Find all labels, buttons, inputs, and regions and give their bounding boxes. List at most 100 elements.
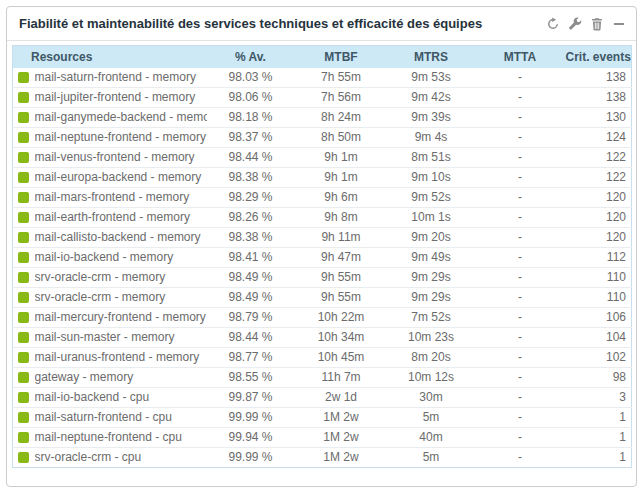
table-row[interactable]: mail-io-backend - cpu 99.87 % 2w 1d 30m …: [13, 387, 632, 407]
table-row[interactable]: srv-oracle-crm - memory 98.49 % 9h 55m 9…: [13, 267, 632, 287]
column-header-mtbf[interactable]: MTBF: [295, 46, 388, 68]
refresh-icon[interactable]: [546, 17, 560, 31]
table-row[interactable]: mail-saturn-frontend - memory 98.03 % 7h…: [13, 68, 632, 88]
mtta-value: -: [475, 187, 566, 207]
column-header-mtrs[interactable]: MTRS: [388, 46, 475, 68]
mtrs-value: 9m 42s: [388, 87, 475, 107]
resource-name: mail-sun-master - memory: [35, 327, 207, 347]
resource-name: mail-uranus-frontend - memory: [35, 347, 207, 367]
wrench-icon[interactable]: [568, 17, 582, 31]
table-row[interactable]: mail-neptune-frontend - memory 98.37 % 8…: [13, 127, 632, 147]
status-ok-icon: [18, 412, 29, 423]
mtbf-value: 9h 1m: [295, 167, 388, 187]
resource-name: mail-ganymede-backend - memory: [35, 107, 207, 127]
mtbf-value: 10h 34m: [295, 327, 388, 347]
column-header-availability[interactable]: % Av.: [207, 46, 295, 68]
table-header-row: Resources % Av. MTBF MTRS MTTA Crit. eve…: [13, 46, 632, 68]
resource-name: mail-neptune-frontend - cpu: [35, 427, 207, 447]
status-cell: [13, 227, 35, 247]
status-cell: [13, 367, 35, 387]
resource-name: mail-neptune-frontend - memory: [35, 127, 207, 147]
table-row[interactable]: gateway - memory 98.55 % 11h 7m 10m 12s …: [13, 367, 632, 387]
table-row[interactable]: mail-europa-backend - memory 98.38 % 9h …: [13, 167, 632, 187]
mtta-value: -: [475, 247, 566, 267]
mtrs-value: 5m: [388, 407, 475, 427]
mtbf-value: 1M 2w: [295, 407, 388, 427]
mtrs-value: 9m 39s: [388, 107, 475, 127]
availability-value: 98.77 %: [207, 347, 295, 367]
status-ok-icon: [18, 232, 29, 243]
table-row[interactable]: mail-io-backend - memory 98.41 % 9h 47m …: [13, 247, 632, 267]
mtta-value: -: [475, 147, 566, 167]
crit-events-value: 130: [566, 107, 632, 127]
table-row[interactable]: srv-oracle-crm - cpu 99.99 % 1M 2w 5m - …: [13, 447, 632, 467]
crit-events-value: 120: [566, 207, 632, 227]
status-ok-icon: [18, 92, 29, 103]
table-row[interactable]: mail-sun-master - memory 98.44 % 10h 34m…: [13, 327, 632, 347]
table-row[interactable]: mail-uranus-frontend - memory 98.77 % 10…: [13, 347, 632, 367]
mtrs-value: 9m 49s: [388, 247, 475, 267]
mtbf-value: 9h 47m: [295, 247, 388, 267]
crit-events-value: 112: [566, 247, 632, 267]
status-ok-icon: [18, 292, 29, 303]
status-ok-icon: [18, 132, 29, 143]
status-ok-icon: [18, 432, 29, 443]
mtta-value: -: [475, 227, 566, 247]
availability-value: 98.38 %: [207, 167, 295, 187]
status-cell: [13, 267, 35, 287]
resource-name: mail-io-backend - memory: [35, 247, 207, 267]
table-row[interactable]: mail-earth-frontend - memory 98.26 % 9h …: [13, 207, 632, 227]
mtbf-value: 9h 1m: [295, 147, 388, 167]
resource-name: srv-oracle-crm - cpu: [35, 447, 207, 467]
column-header-resources[interactable]: Resources: [13, 46, 207, 68]
mtbf-value: 8h 50m: [295, 127, 388, 147]
status-ok-icon: [18, 392, 29, 403]
mtrs-value: 9m 52s: [388, 187, 475, 207]
resource-name: srv-oracle-crm - memory: [35, 287, 207, 307]
availability-value: 99.99 %: [207, 407, 295, 427]
table-row[interactable]: srv-oracle-crm - memory 98.49 % 9h 55m 9…: [13, 287, 632, 307]
column-header-crit-events[interactable]: Crit. events: [566, 46, 632, 68]
resource-name: mail-jupiter-frontend - memory: [35, 87, 207, 107]
table-row[interactable]: mail-saturn-frontend - cpu 99.99 % 1M 2w…: [13, 407, 632, 427]
mtrs-value: 9m 10s: [388, 167, 475, 187]
status-cell: [13, 407, 35, 427]
mtta-value: -: [475, 407, 566, 427]
status-cell: [13, 287, 35, 307]
mtta-value: -: [475, 367, 566, 387]
status-ok-icon: [18, 212, 29, 223]
column-header-mtta[interactable]: MTTA: [475, 46, 566, 68]
table-row[interactable]: mail-jupiter-frontend - memory 98.06 % 7…: [13, 87, 632, 107]
table-row[interactable]: mail-callisto-backend - memory 98.38 % 9…: [13, 227, 632, 247]
table-row[interactable]: mail-ganymede-backend - memory 98.18 % 8…: [13, 107, 632, 127]
availability-value: 98.03 %: [207, 68, 295, 88]
mtbf-value: 7h 56m: [295, 87, 388, 107]
crit-events-value: 122: [566, 147, 632, 167]
mtta-value: -: [475, 307, 566, 327]
trash-icon[interactable]: [590, 17, 604, 31]
mtrs-value: 8m 20s: [388, 347, 475, 367]
collapse-minus-icon[interactable]: [612, 17, 626, 31]
crit-events-value: 110: [566, 267, 632, 287]
status-ok-icon: [18, 72, 29, 83]
status-cell: [13, 147, 35, 167]
table-row[interactable]: mail-venus-frontend - memory 98.44 % 9h …: [13, 147, 632, 167]
mtta-value: -: [475, 447, 566, 467]
mtta-value: -: [475, 427, 566, 447]
availability-value: 99.99 %: [207, 447, 295, 467]
resource-name: mail-earth-frontend - memory: [35, 207, 207, 227]
table-row[interactable]: mail-mercury-frontend - memory 98.79 % 1…: [13, 307, 632, 327]
mtrs-value: 9m 20s: [388, 227, 475, 247]
mtrs-value: 9m 29s: [388, 287, 475, 307]
availability-value: 99.94 %: [207, 427, 295, 447]
table-row[interactable]: mail-mars-frontend - memory 98.29 % 9h 6…: [13, 187, 632, 207]
mtrs-value: 5m: [388, 447, 475, 467]
availability-value: 98.37 %: [207, 127, 295, 147]
status-ok-icon: [18, 112, 29, 123]
table-row[interactable]: mail-neptune-frontend - cpu 99.94 % 1M 2…: [13, 427, 632, 447]
mtbf-value: 10h 45m: [295, 347, 388, 367]
status-ok-icon: [18, 372, 29, 383]
mtta-value: -: [475, 267, 566, 287]
mtrs-value: 10m 1s: [388, 207, 475, 227]
resource-name: mail-venus-frontend - memory: [35, 147, 207, 167]
